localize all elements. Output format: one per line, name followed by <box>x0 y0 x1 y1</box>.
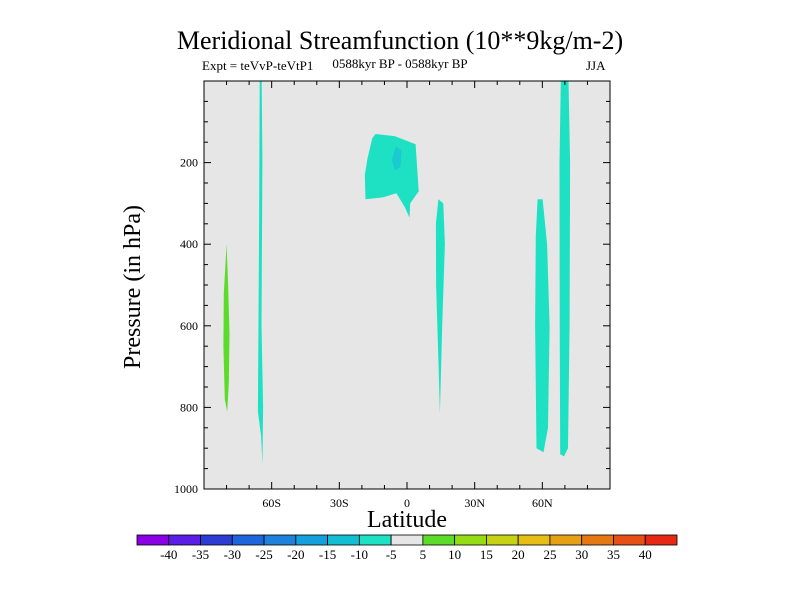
colorbar-box <box>295 534 328 546</box>
colorbar-box <box>263 534 297 546</box>
colorbar-label: 30 <box>575 547 588 562</box>
colorbar-box <box>200 534 233 546</box>
colorbar-box <box>454 534 487 546</box>
colorbar-label: -5 <box>386 547 397 562</box>
contour-region-tropical-upper-cell <box>364 134 419 218</box>
colorbar-box <box>581 534 614 546</box>
colorbar: -40 -35 -30 -25 -20 -15 -10 -5 5 10 15 20 25 30 35 40 <box>136 534 678 562</box>
contour-region-nh-15n-column <box>435 199 445 414</box>
colorbar-box <box>358 534 392 546</box>
plot-area <box>204 81 610 489</box>
y-tick-label: 200 <box>180 156 198 170</box>
colorbar-label: 15 <box>480 547 493 562</box>
colorbar-box <box>517 534 551 546</box>
colorbar-box <box>422 534 456 546</box>
x-tick-label: 30S <box>330 496 349 510</box>
chart-title: Meridional Streamfunction (10**9kg/m-2) <box>176 26 624 55</box>
contour-region-nh-60n-column <box>535 199 550 453</box>
colorbar-label: -20 <box>287 547 304 562</box>
contour-region-tropical-upper-core <box>391 146 402 171</box>
colorbar-label: -40 <box>160 547 177 562</box>
colorbar-label: -10 <box>351 547 368 562</box>
colorbar-box <box>613 534 646 546</box>
colorbar-label: -25 <box>255 547 272 562</box>
contour-region-sh-60s-column <box>257 81 264 465</box>
x-tick-label: 0 <box>404 496 410 510</box>
season-label: JJA <box>586 58 606 73</box>
colorbar-label: -30 <box>224 547 241 562</box>
colorbar-box <box>327 534 360 546</box>
colorbar-label: 35 <box>607 547 620 562</box>
colorbar-box <box>136 534 170 546</box>
y-axis-label: Pressure (in hPa) <box>120 205 146 369</box>
y-tick-label: 800 <box>180 400 198 414</box>
x-axis-label: Latitude <box>367 507 447 533</box>
y-tick-label: 400 <box>180 237 198 251</box>
x-tick-label: 60S <box>262 496 281 510</box>
time-range-label: 0588kyr BP - 0588kyr BP <box>332 56 468 71</box>
experiment-label: Expt = teVvP-teVtP1 <box>202 58 314 73</box>
colorbar-box <box>644 534 678 546</box>
colorbar-label: -35 <box>192 547 209 562</box>
colorbar-box <box>168 534 201 546</box>
colorbar-label: 25 <box>543 547 556 562</box>
y-tick-label: 600 <box>180 319 198 333</box>
contour-region-sh-polar-positive <box>223 244 230 412</box>
colorbar-label: 5 <box>420 547 427 562</box>
colorbar-label: 20 <box>512 547 525 562</box>
colorbar-label: 10 <box>448 547 461 562</box>
x-tick-label: 30N <box>464 496 485 510</box>
colorbar-label: 40 <box>639 547 652 562</box>
axes: 60S 30S 0 30N 60N 200 400 600 800 1000 <box>174 80 611 510</box>
colorbar-label: -15 <box>319 547 336 562</box>
contour-region-nh-70n-column <box>559 81 571 457</box>
x-tick-label: 60N <box>532 496 553 510</box>
colorbar-box <box>390 534 424 546</box>
y-tick-label: 1000 <box>174 482 198 496</box>
colorbar-box <box>549 534 583 546</box>
colorbar-box <box>231 534 265 546</box>
colorbar-box <box>486 534 519 546</box>
